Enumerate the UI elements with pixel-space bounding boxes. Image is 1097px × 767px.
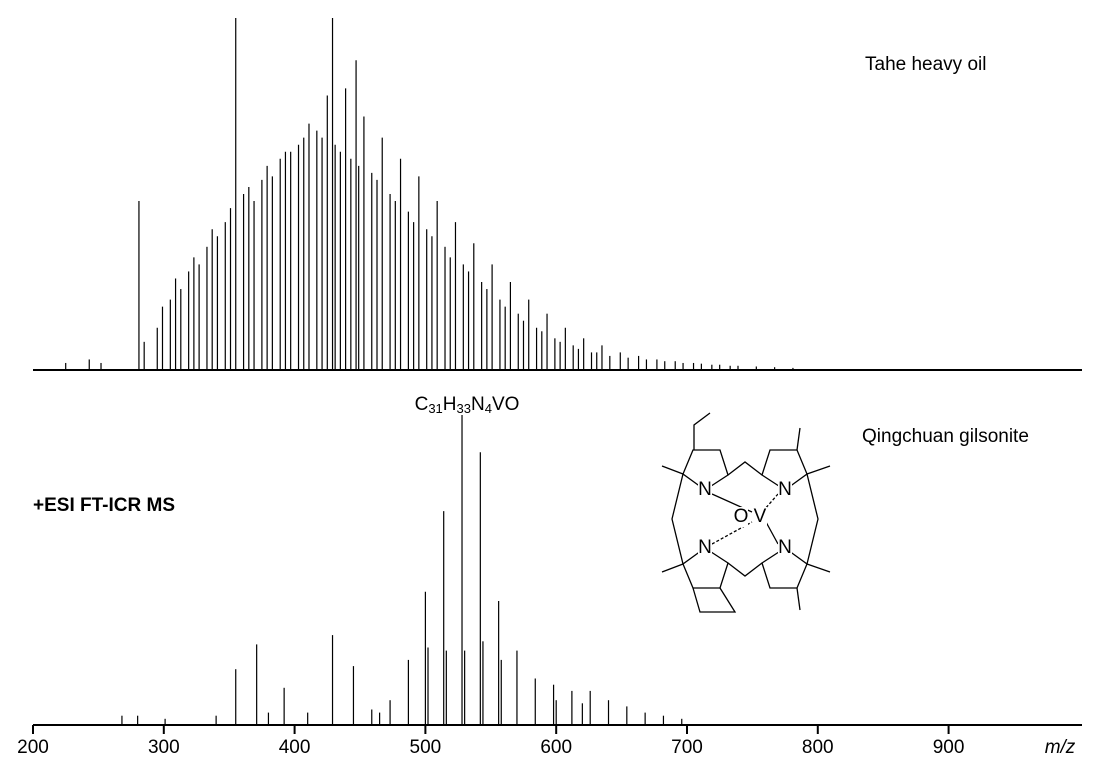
x-tick-label: 900 bbox=[933, 737, 965, 758]
atom-bg bbox=[698, 538, 712, 558]
atom-label: N bbox=[698, 479, 712, 500]
atom-label: N bbox=[778, 479, 792, 500]
atom-bg bbox=[698, 480, 712, 500]
x-tick-label: 300 bbox=[148, 737, 180, 758]
porphyrin-structure bbox=[661, 412, 831, 613]
x-tick-label: 400 bbox=[279, 737, 311, 758]
x-tick-label: 700 bbox=[671, 737, 703, 758]
x-axis-label: m/z bbox=[1045, 737, 1076, 758]
sample-label: Qingchuan gilsonite bbox=[862, 426, 1029, 447]
atom-label: N bbox=[778, 537, 792, 558]
method-label: +ESI FT-ICR MS bbox=[33, 495, 175, 516]
atom-bg bbox=[734, 507, 748, 527]
atom-bg bbox=[778, 480, 792, 500]
x-tick-label: 500 bbox=[410, 737, 442, 758]
x-tick-label: 200 bbox=[17, 737, 49, 758]
x-tick-label: 600 bbox=[540, 737, 572, 758]
atom-bg bbox=[778, 538, 792, 558]
atom-bg bbox=[753, 507, 767, 527]
sample-label: Tahe heavy oil bbox=[865, 54, 986, 75]
atom-label: V bbox=[754, 506, 767, 527]
x-tick-label: 800 bbox=[802, 737, 834, 758]
formula-label: C31H33N4VO bbox=[415, 394, 520, 416]
atom-label: N bbox=[698, 537, 712, 558]
atom-label: O bbox=[734, 506, 749, 527]
